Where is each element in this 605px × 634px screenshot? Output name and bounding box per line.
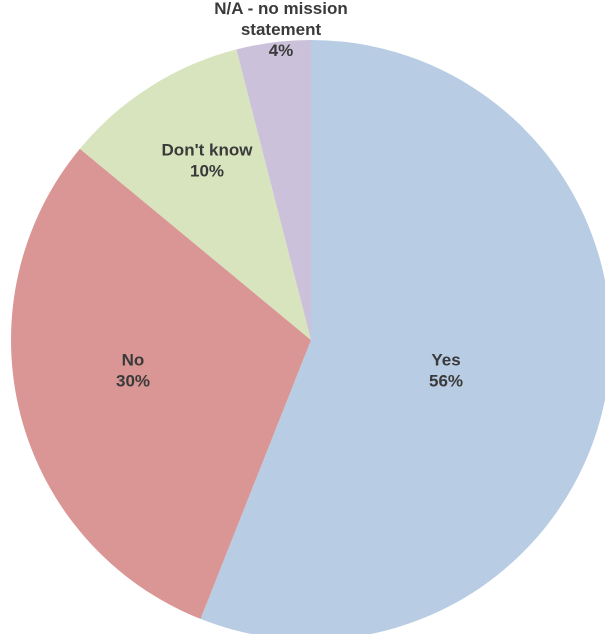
pie-label-don-t-know: Don't know 10% (162, 141, 254, 181)
pie-label-n-a-no-mission-statement: N/A - no mission statement 4% (214, 0, 348, 60)
pie-value-label: 10% (190, 162, 224, 181)
pie-label-yes: Yes 56% (429, 351, 463, 391)
pie-value-label: 4% (269, 41, 294, 60)
pie-value-label: 30% (116, 372, 150, 391)
pie-category-label: statement (241, 20, 322, 39)
pie-slice-no (11, 148, 311, 619)
pie-category-label: N/A - no mission (214, 0, 348, 18)
pie-slice-don-t-know (79, 49, 311, 341)
pie-labels: Yes 56% No 30% Don't know 10% N/A - no mission… (116, 0, 463, 391)
pie-slice-n-a-no-mission-statement (236, 40, 311, 340)
pie-slices (11, 40, 605, 634)
pie-value-label: 56% (429, 372, 463, 391)
pie-slice-yes (200, 40, 605, 634)
pie-category-label: Yes (431, 351, 460, 370)
pie-label-no: No 30% (116, 351, 150, 391)
pie-category-label: No (122, 351, 145, 370)
pie-category-label: Don't know (162, 141, 254, 160)
